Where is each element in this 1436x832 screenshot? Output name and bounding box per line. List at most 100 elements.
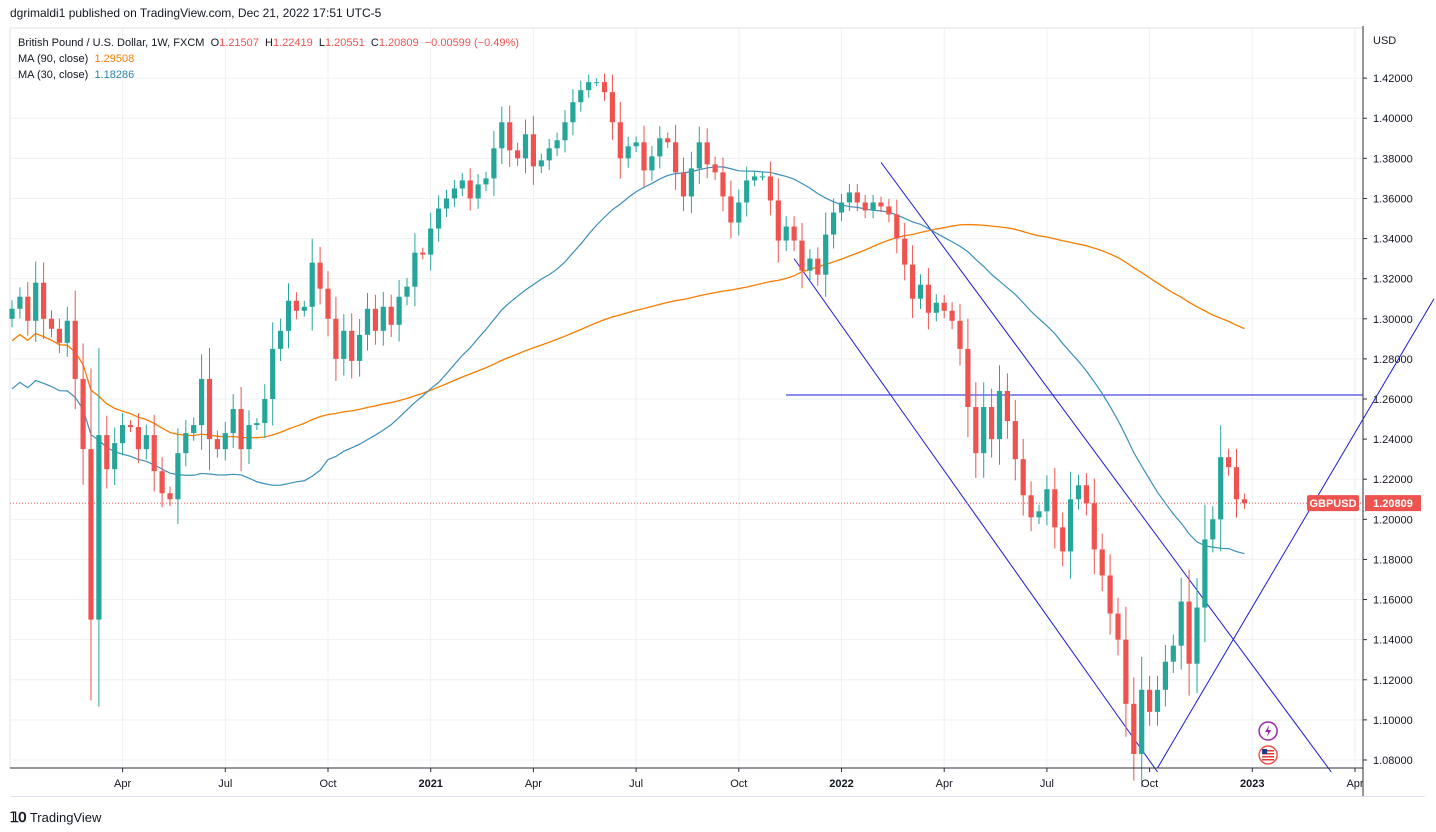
candle[interactable]	[499, 106, 505, 165]
candle[interactable]	[1178, 577, 1184, 670]
candle[interactable]	[1028, 481, 1034, 532]
candle[interactable]	[949, 302, 955, 330]
candle[interactable]	[120, 412, 126, 456]
candle[interactable]	[230, 394, 236, 448]
ma30-legend-row[interactable]: MA (30, close) 1.18286	[18, 67, 519, 83]
candle[interactable]	[317, 246, 323, 305]
candle[interactable]	[617, 102, 623, 179]
candle[interactable]	[688, 151, 694, 214]
candle[interactable]	[736, 189, 742, 236]
candle[interactable]	[704, 128, 710, 179]
candle[interactable]	[491, 130, 497, 196]
candle[interactable]	[838, 193, 845, 222]
candle[interactable]	[933, 294, 939, 322]
candle[interactable]	[878, 196, 884, 213]
candle[interactable]	[910, 245, 916, 319]
price-chart[interactable]: USD 1.42000 1.40000 1.38000 1.36000 1.34000 1.…	[0, 0, 1436, 800]
candle[interactable]	[388, 294, 394, 337]
trendline[interactable]	[793, 258, 1158, 773]
candle[interactable]	[1241, 493, 1247, 509]
candle[interactable]	[744, 166, 750, 217]
candle[interactable]	[1004, 373, 1010, 439]
candle[interactable]	[673, 124, 679, 190]
candle[interactable]	[167, 486, 173, 506]
candle[interactable]	[562, 110, 568, 153]
candle[interactable]	[775, 178, 781, 263]
candle[interactable]	[262, 384, 268, 438]
candle[interactable]	[831, 198, 837, 249]
candle[interactable]	[436, 195, 442, 242]
candle[interactable]	[254, 418, 260, 430]
candle[interactable]	[72, 290, 78, 410]
candle[interactable]	[578, 80, 584, 112]
trendline[interactable]	[1157, 298, 1435, 769]
symbol-title[interactable]: British Pound / U.S. Dollar, 1W, FXCM	[18, 37, 205, 49]
candle[interactable]	[886, 198, 892, 223]
candle[interactable]	[459, 172, 465, 197]
ohlc-legend-row[interactable]: British Pound / U.S. Dollar, 1W, FXCM O1…	[18, 35, 519, 51]
candle[interactable]	[515, 142, 521, 166]
candle[interactable]	[175, 428, 181, 525]
lightning-event-icon[interactable]	[1258, 721, 1278, 741]
candle[interactable]	[862, 194, 868, 219]
candle[interactable]	[767, 161, 773, 216]
candle[interactable]	[965, 318, 971, 438]
candle[interactable]	[807, 249, 813, 281]
candle[interactable]	[380, 291, 386, 346]
candle[interactable]	[989, 388, 995, 458]
candle[interactable]	[902, 222, 908, 281]
candle[interactable]	[33, 261, 39, 342]
candle[interactable]	[546, 138, 552, 170]
candle[interactable]	[309, 238, 315, 331]
candle[interactable]	[917, 274, 924, 310]
candle[interactable]	[609, 74, 615, 140]
candle[interactable]	[554, 132, 560, 156]
candle[interactable]	[199, 354, 205, 450]
candle[interactable]	[1083, 473, 1089, 516]
candle[interactable]	[451, 179, 457, 207]
candle[interactable]	[214, 430, 220, 458]
candle[interactable]	[333, 296, 339, 381]
candle[interactable]	[791, 216, 797, 251]
candle[interactable]	[854, 183, 860, 211]
candle[interactable]	[88, 368, 94, 701]
candle[interactable]	[1068, 471, 1074, 579]
candle[interactable]	[538, 153, 544, 174]
candle[interactable]	[720, 157, 726, 212]
candle[interactable]	[1154, 675, 1161, 726]
candle[interactable]	[657, 126, 663, 169]
candle[interactable]	[396, 280, 402, 342]
candle[interactable]	[759, 172, 766, 181]
candle[interactable]	[349, 313, 355, 379]
candle[interactable]	[894, 199, 900, 254]
candle[interactable]	[1115, 597, 1121, 656]
candle[interactable]	[1036, 504, 1042, 525]
candle[interactable]	[183, 420, 189, 467]
candle[interactable]	[1099, 533, 1105, 592]
candle[interactable]	[80, 343, 86, 485]
candle[interactable]	[1052, 468, 1058, 549]
candle[interactable]	[641, 125, 647, 188]
candle[interactable]	[1131, 677, 1137, 781]
candle[interactable]	[570, 89, 576, 136]
candle[interactable]	[1107, 554, 1113, 635]
candle[interactable]	[151, 414, 157, 492]
candle[interactable]	[191, 417, 197, 441]
candle[interactable]	[9, 300, 15, 328]
candle[interactable]	[925, 268, 931, 330]
candle[interactable]	[530, 115, 536, 185]
candle[interactable]	[64, 306, 70, 357]
candle[interactable]	[594, 78, 600, 87]
candle[interactable]	[1170, 634, 1176, 673]
candle[interactable]	[696, 126, 702, 185]
candle[interactable]	[1233, 448, 1240, 518]
candle[interactable]	[293, 292, 299, 320]
candle[interactable]	[1020, 438, 1026, 516]
candle[interactable]	[712, 156, 718, 181]
candle[interactable]	[41, 262, 47, 340]
candle[interactable]	[420, 247, 426, 260]
candle[interactable]	[1012, 399, 1018, 481]
candle[interactable]	[633, 136, 639, 153]
candle[interactable]	[25, 281, 31, 336]
ma90-legend-row[interactable]: MA (90, close) 1.29508	[18, 51, 519, 67]
